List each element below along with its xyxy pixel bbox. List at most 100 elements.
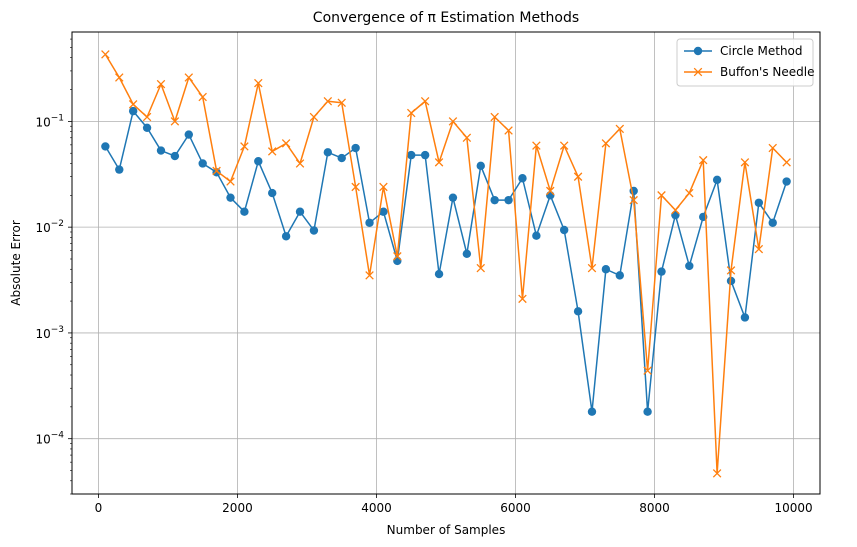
data-point [309,226,319,235]
data-point [768,218,777,227]
y-tick-label-exponent: −3 [51,325,64,335]
y-tick-label-base: 10 [35,433,50,447]
data-point [198,92,207,102]
data-point [156,79,166,89]
data-point [657,191,666,200]
y-tick-label: 10−1 [35,113,64,129]
data-point [476,263,486,273]
data-point [740,158,750,167]
data-point [740,313,750,322]
data-point [643,366,652,375]
data-point [754,198,764,207]
y-tick-label-base: 10 [35,115,50,129]
series-buffons-needle [101,50,791,478]
data-point [226,193,235,202]
x-tick-label: 8000 [639,501,670,515]
data-point [504,195,513,205]
data-point [448,117,458,126]
data-point [184,130,193,139]
data-point [365,271,374,280]
data-point [281,139,291,148]
y-tick-label-exponent: −4 [51,431,65,441]
y-tick-label-exponent: −2 [51,219,64,229]
y-tick-label: 10−2 [35,219,64,235]
data-point [532,141,541,150]
data-point [142,112,152,122]
data-point [462,249,472,258]
data-point [587,263,597,273]
data-point [629,195,638,205]
legend-label: Buffon's Needle [720,65,815,79]
data-point [685,261,694,271]
data-point [671,205,680,215]
grid [72,32,820,494]
data-point [546,191,555,200]
data-point [420,150,430,160]
y-tick-label: 10−4 [35,431,64,447]
data-point [128,100,138,109]
data-point [281,232,291,241]
data-point [643,407,652,416]
data-point [462,133,472,143]
data-point [476,161,485,171]
data-point [295,159,305,168]
x-axis-label: Number of Samples [387,523,506,537]
legend-label: Circle Method [720,44,803,58]
data-point [573,172,583,181]
data-point [615,124,625,134]
data-point [226,177,235,186]
data-point [323,148,333,157]
y-tick-label-base: 10 [35,327,50,341]
data-point [184,73,194,82]
x-tick-label: 2000 [222,501,253,515]
data-point [240,142,249,151]
data-point [115,73,124,82]
y-tick-label: 10−3 [35,325,64,341]
data-point [726,266,736,275]
y-tick-label-base: 10 [35,221,50,235]
data-point [267,147,277,156]
data-point [532,231,541,240]
data-point [379,207,388,216]
data-point [309,112,319,122]
data-point [198,159,207,168]
data-point [254,78,263,88]
legend-marker [693,46,703,56]
data-point [615,271,624,280]
data-point [351,143,360,153]
x-tick-label: 6000 [500,501,531,515]
x-axis: 0 2000 4000 6000 8000 10000 [95,494,813,515]
data-point [365,218,374,227]
data-point [685,188,694,198]
data-point [337,98,346,108]
legend: Circle Method Buffon's Needle [676,38,815,87]
data-point [434,269,444,279]
series-line [104,110,788,413]
data-point [379,182,388,192]
data-point [101,142,110,151]
data-point [170,151,180,161]
data-point [754,244,764,254]
data-point [393,256,402,266]
data-point [546,186,555,196]
legend-entry: Buffon's Needle [684,65,815,79]
plot-frame [71,31,821,495]
data-point [170,117,180,126]
data-point [240,207,249,216]
data-point [698,155,708,165]
legend-entry: Circle Method [684,44,803,58]
x-tick-label: 4000 [361,501,392,515]
data-point [601,265,611,274]
y-axis-label: Absolute Error [9,220,23,306]
data-point [518,174,527,183]
data-point [295,207,305,216]
data-point [782,177,791,186]
y-tick-label-exponent: −1 [51,113,64,123]
data-point [156,146,166,155]
data-point [490,195,499,205]
series-circle-method [101,106,791,416]
data-point [212,166,221,176]
data-point [712,469,722,478]
